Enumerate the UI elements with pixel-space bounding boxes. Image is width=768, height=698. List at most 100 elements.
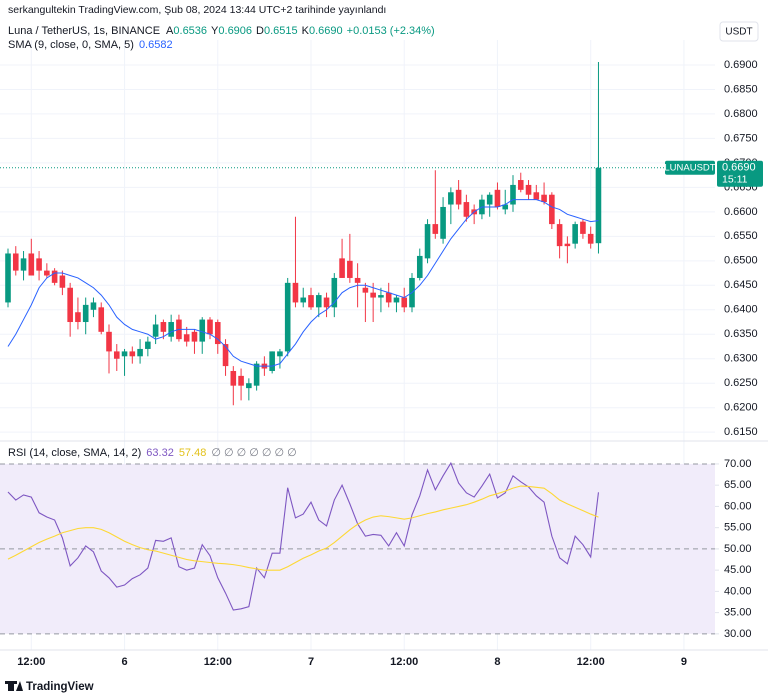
x-tick-label: 9 [681,656,687,668]
candle-body [12,253,19,271]
candle-body [44,270,50,276]
candle-body [440,206,446,239]
rsi-name: RSI (14, close, SMA, 14, 2) [8,447,141,459]
candle-body [533,192,540,200]
y-tick-label: 30.00 [724,628,752,640]
ohlc-value: 0.6515 [264,25,298,37]
candle-body [580,221,586,234]
candle-body [51,270,58,283]
candle-body [277,351,283,357]
y-tick-label: 40.00 [724,585,752,597]
candle-body [222,344,229,367]
candle-body [339,258,345,278]
candle-body [145,341,151,349]
candle-body [199,319,206,342]
change: +0.0153 (+2.34%) [347,25,435,37]
logo-part [5,681,17,684]
candle-body [455,189,462,205]
candle-body [160,322,167,332]
candle-body [331,277,338,308]
ohlc-value: 0.6536 [173,25,207,37]
logo-part [8,681,14,691]
rsi-symbols: ∅ ∅ ∅ ∅ ∅ ∅ ∅ [211,447,296,459]
candle-body [82,304,89,323]
candle-body [556,224,563,247]
y-tick-label: 0.6900 [724,59,758,71]
candle-body [300,297,307,303]
y-tick-label: 50.00 [724,543,752,555]
y-tick-label: 0.6450 [724,279,758,291]
y-tick-label: 0.6250 [724,377,758,389]
y-tick-label: 0.6800 [724,108,758,120]
y-tick-label: 60.00 [724,500,752,512]
legend-sma: SMA (9, close, 0, SMA, 5) 0.6582 [8,39,173,51]
ohlc-letter: Y [211,25,219,37]
y-tick-label: 0.6350 [724,328,758,340]
candle-body [401,297,408,308]
candle-body [207,319,213,335]
candle-body [230,370,237,386]
candle-body [595,167,602,244]
x-tick-label: 12:00 [577,656,605,668]
candle-body [292,282,299,303]
candle-body [238,375,244,386]
price-tag-label: 0.6690 [722,162,756,174]
sma-value: 0.6582 [139,39,173,51]
candle-body [59,275,66,288]
candle-body [502,204,509,210]
candle-body [106,331,112,352]
price-tag-countdown: 15:11 [722,174,748,186]
candle-body [98,307,105,332]
x-tick-label: 12:00 [204,656,232,668]
candle-body [269,351,275,371]
candle-body [525,184,532,195]
candle-body [549,194,555,225]
candle-body [448,192,454,205]
candle-body [308,295,314,308]
candle-body [463,202,470,217]
x-tick-label: 6 [121,656,127,668]
candle-body [137,348,143,357]
candle-body [393,297,400,303]
legend-main: Luna / TetherUS, 1s, BINANCE A0.6536 Y0.69… [8,25,435,37]
y-tick-label: 65.00 [724,479,752,491]
y-tick-label: 0.6300 [724,353,758,365]
x-tick-label: 8 [494,656,500,668]
chart-title: Luna / TetherUS, 1s, BINANCE [8,25,160,37]
symbol-tag-label: LUNAUSDT [664,162,715,173]
y-tick-label: 0.6850 [724,83,758,95]
candle-body [517,180,524,190]
y-tick-label: 0.6150 [724,426,758,438]
candle-body [183,334,190,342]
candle-body [370,292,376,298]
rsi-line [7,485,599,571]
candle-body [67,287,73,323]
candle-body [75,312,81,323]
y-tick-label: 0.6400 [724,304,758,316]
candle-body [168,322,174,337]
candle-body [253,363,260,386]
candle-body [385,292,392,303]
candle-body [20,258,27,271]
y-tick-label: 0.6500 [724,255,758,267]
candle-body [90,302,97,310]
price-tag [717,160,763,187]
candle-body [113,351,120,359]
candle-body [541,194,547,203]
currency[interactable]: USDT [725,27,752,38]
y-tick-label: 0.6550 [724,230,758,242]
y-tick-label: 0.6600 [724,206,758,218]
ohlc-letter: A [166,25,174,37]
rsi-value: 63.32 [146,447,174,459]
y-tick-label: 70.00 [724,458,752,470]
currency-box[interactable] [719,21,759,42]
candle-body [416,255,423,278]
symbol-tag [665,160,715,175]
candle-body [214,322,221,345]
y-tick-label: 55.00 [724,522,752,534]
candle-body [362,287,369,293]
candle-body [152,324,159,337]
x-tick-label: 7 [308,656,314,668]
candle-body [315,295,322,308]
